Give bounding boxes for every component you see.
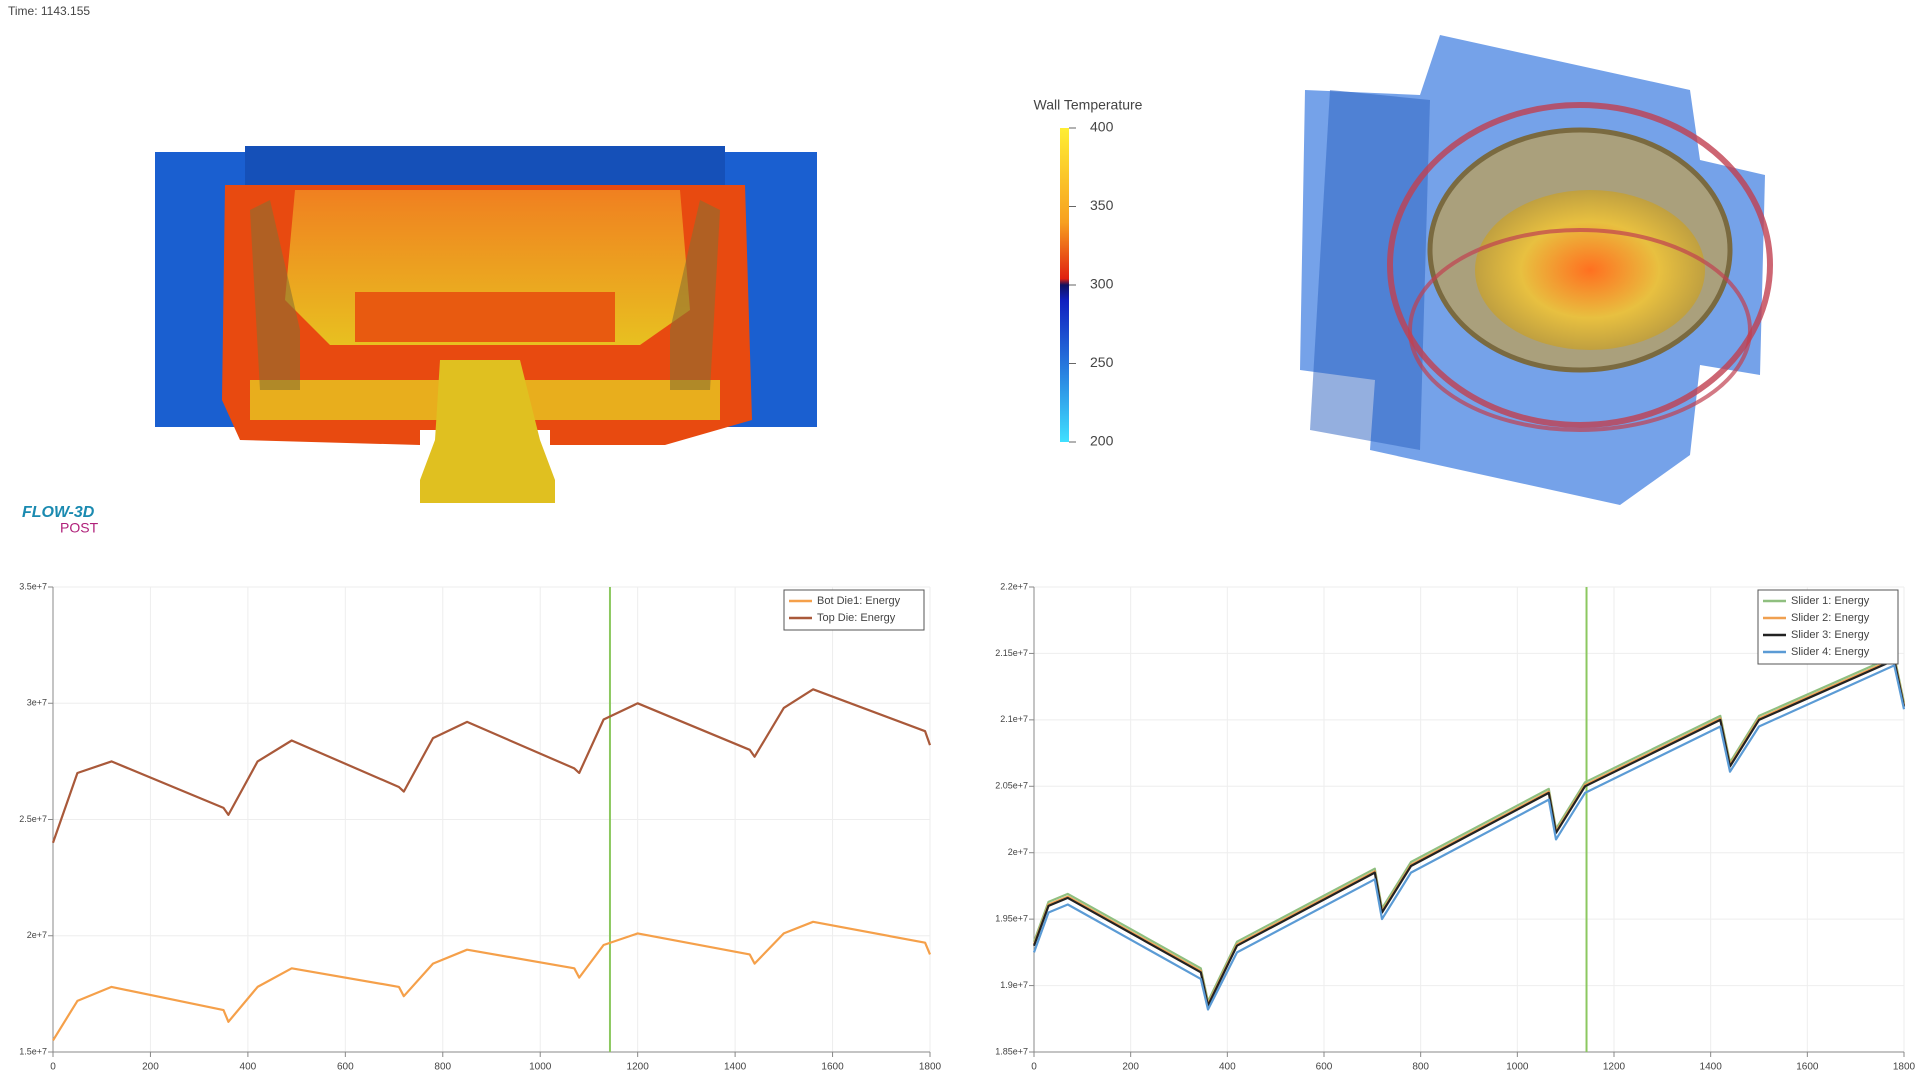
x-tick-label: 600: [1316, 1062, 1333, 1073]
legend-label: Slider 3: Energy: [1791, 629, 1870, 641]
y-tick-label: 3.5e+7: [19, 581, 47, 591]
y-tick-label: 2.15e+7: [995, 648, 1028, 658]
y-tick-label: 1.5e+7: [19, 1046, 47, 1056]
series-line: [51, 688, 932, 844]
y-tick-label: 2.5e+7: [19, 814, 47, 824]
x-tick-label: 1200: [1603, 1062, 1626, 1073]
legend-label: Slider 1: Energy: [1791, 595, 1870, 607]
colorbar-tick-label: 350: [1090, 197, 1114, 213]
time-label: Time: 1143.155: [8, 4, 90, 18]
x-tick-label: 1000: [529, 1062, 552, 1073]
x-tick-label: 800: [434, 1062, 451, 1073]
y-tick-label: 2.05e+7: [995, 781, 1028, 791]
colorbar-tick-label: 250: [1090, 354, 1114, 370]
x-tick-label: 0: [1031, 1062, 1037, 1073]
x-tick-label: 1200: [627, 1062, 650, 1073]
section-render: [155, 146, 817, 503]
y-tick-label: 1.95e+7: [995, 914, 1028, 924]
x-tick-label: 1400: [724, 1062, 747, 1073]
y-tick-label: 1.9e+7: [1000, 980, 1028, 990]
x-tick-label: 1600: [821, 1062, 844, 1073]
assembly-render: [1300, 35, 1773, 505]
x-tick-label: 400: [1219, 1062, 1236, 1073]
y-tick-label: 3e+7: [27, 698, 47, 708]
legend-label: Bot Die1: Energy: [817, 595, 901, 607]
colorbar-title: Wall Temperature: [1034, 97, 1143, 113]
y-tick-label: 2.2e+7: [1000, 581, 1028, 591]
x-tick-label: 200: [142, 1062, 159, 1073]
series-line: [1032, 659, 1906, 1007]
colorbar-tick-label: 200: [1090, 433, 1114, 449]
chart: 0 200 400 600 800 1000 1200 1400 1600 1800 1.85e+7…: [995, 581, 1915, 1072]
y-tick-label: 2e+7: [1008, 847, 1028, 857]
logo-name: FLOW-3D: [22, 504, 95, 521]
x-tick-label: 400: [240, 1062, 257, 1073]
x-tick-label: 600: [337, 1062, 354, 1073]
colorbar-tick-label: 300: [1090, 276, 1114, 292]
x-tick-label: 1400: [1700, 1062, 1723, 1073]
series-line: [52, 920, 932, 1041]
logo-sub: POST: [60, 520, 99, 536]
x-tick-label: 800: [1412, 1062, 1429, 1073]
y-tick-label: 2e+7: [27, 930, 47, 940]
series-line: [1032, 655, 1906, 1003]
colorbar: Wall Temperature 400 350 300 250 200: [1034, 97, 1143, 449]
chart: 0 200 400 600 800 1000 1200 1400 1600 1800 1.5e+7 2…: [19, 581, 941, 1072]
x-tick-label: 200: [1122, 1062, 1139, 1073]
x-tick-label: 1800: [1893, 1062, 1916, 1073]
colorbar-gradient: [1060, 128, 1069, 442]
legend-box: [783, 589, 925, 631]
legend-label: Slider 2: Energy: [1791, 612, 1870, 624]
y-tick-label: 2.1e+7: [1000, 714, 1028, 724]
y-tick-label: 1.85e+7: [995, 1046, 1028, 1056]
legend-label: Top Die: Energy: [817, 612, 896, 624]
logo: FLOW-3D POST: [22, 504, 99, 535]
x-tick-label: 1800: [919, 1062, 942, 1073]
x-tick-label: 1600: [1796, 1062, 1819, 1073]
x-tick-label: 1000: [1506, 1062, 1529, 1073]
legend-label: Slider 4: Energy: [1791, 646, 1870, 658]
series-line: [1032, 664, 1906, 1011]
colorbar-tick-label: 400: [1090, 119, 1114, 135]
x-tick-label: 0: [50, 1062, 56, 1073]
